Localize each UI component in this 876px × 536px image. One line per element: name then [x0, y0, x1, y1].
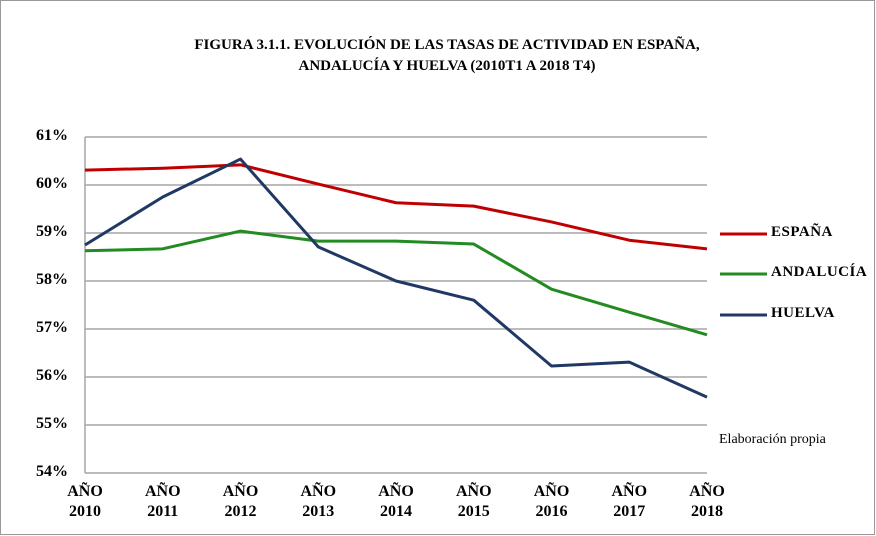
- x-tick-label: AÑO 2013: [300, 483, 337, 520]
- annotation: Elaboración propia: [719, 432, 826, 447]
- y-tick-label: 56%: [36, 367, 68, 384]
- y-tick-label: 59%: [36, 223, 68, 240]
- x-tick-label: AÑO 2016: [533, 483, 570, 520]
- y-tick-label: 61%: [36, 127, 68, 144]
- x-tick-label: AÑO 2011: [144, 483, 181, 520]
- chart-title: FIGURA 3.1.1. EVOLUCIÓN DE LAS TASAS DE …: [194, 37, 700, 74]
- y-tick-label: 55%: [36, 415, 68, 432]
- x-tick-label: AÑO 2014: [378, 483, 414, 520]
- series-line: [84, 157, 708, 399]
- x-tick-label: AÑO 2015: [455, 483, 492, 520]
- series-line: [84, 229, 708, 337]
- x-tick-label: AÑO 2012: [222, 483, 259, 520]
- y-tick-label: 60%: [36, 175, 68, 192]
- y-tick-label: 54%: [36, 463, 68, 480]
- y-tick-label: 58%: [36, 271, 68, 288]
- legend-label: HUELVA: [771, 305, 835, 321]
- x-tick-label: AÑO 2017: [611, 483, 648, 520]
- legend-label: ANDALUCÍA: [771, 264, 868, 280]
- x-tick-label: AÑO 2018: [689, 483, 725, 520]
- series-line: [84, 163, 708, 251]
- y-tick-label: 57%: [36, 319, 68, 336]
- legend-label: ESPAÑA: [771, 224, 833, 240]
- x-tick-label: AÑO 2010: [67, 483, 103, 520]
